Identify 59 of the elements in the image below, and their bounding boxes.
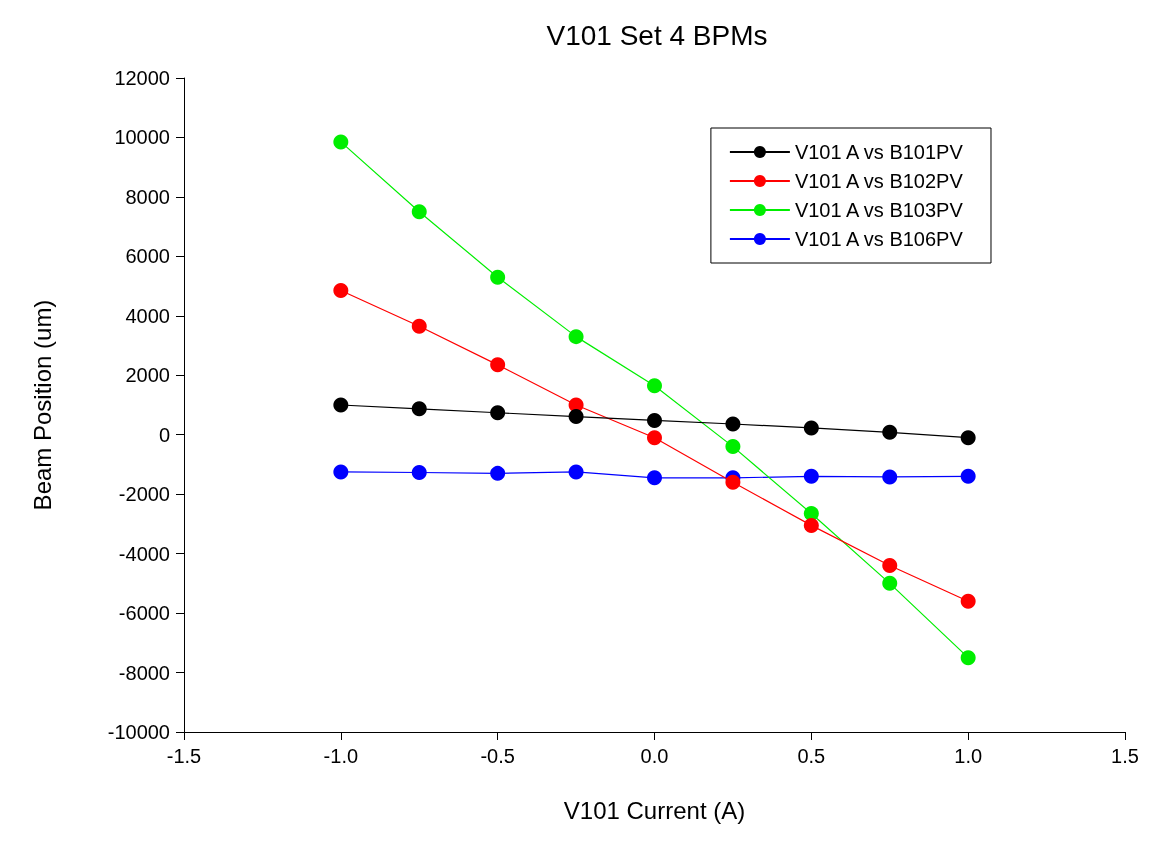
x-tick-label: -1.0: [323, 745, 359, 767]
x-tick-label: -0.5: [480, 745, 515, 767]
point: [411, 401, 427, 417]
x-axis-title: V101 Current (A): [563, 796, 746, 824]
x-tick-label: 0.5: [797, 745, 826, 767]
y-tick-label: -4000: [118, 542, 170, 565]
y-tick-label: -8000: [118, 661, 170, 684]
y-tick-label: -6000: [118, 602, 170, 625]
point: [647, 430, 662, 446]
y-axis-title: Beam Position (um): [28, 299, 56, 511]
point: [411, 204, 427, 220]
legend-label: V101 A vs B103PV: [794, 199, 964, 221]
point: [333, 283, 349, 299]
point: [725, 439, 741, 455]
point: [647, 470, 662, 486]
y-tick-label: 2000: [125, 364, 170, 387]
point: [490, 357, 506, 373]
point: [490, 269, 506, 285]
x-tick-label: 1.0: [954, 745, 983, 767]
point: [725, 474, 741, 490]
y-tick-label: 6000: [125, 245, 170, 268]
point: [647, 378, 662, 394]
y-tick-label: 12000: [114, 67, 170, 89]
point: [882, 469, 898, 485]
x-tick-label: -1.5: [166, 745, 202, 767]
point: [960, 468, 976, 484]
y-tick-label: 0: [158, 423, 170, 446]
point: [333, 134, 349, 150]
legend-label: V101 A vs B102PV: [794, 170, 964, 192]
x-tick-label: 1.5: [1111, 745, 1139, 767]
point: [803, 517, 819, 533]
y-tick-label: 4000: [125, 304, 170, 327]
point: [333, 397, 349, 413]
point: [647, 412, 662, 428]
legend-label: V101 A vs B101PV: [794, 141, 964, 163]
y-tick-label: -2000: [118, 483, 170, 506]
x-tick-label: 0.0: [640, 745, 669, 767]
legend-label: V101 A vs B106PV: [794, 228, 964, 250]
chart-title: V101 Set 4 BPMs: [546, 19, 768, 51]
point: [411, 318, 427, 334]
point: [490, 465, 506, 481]
point: [803, 468, 819, 484]
y-tick-label: -10000: [107, 721, 170, 743]
point: [568, 329, 584, 345]
y-tick-label: 10000: [114, 126, 170, 149]
point: [882, 424, 898, 440]
point: [725, 416, 741, 432]
point: [568, 464, 584, 480]
point: [568, 409, 584, 425]
y-tick-label: 8000: [125, 185, 170, 208]
point: [960, 650, 976, 666]
point: [411, 464, 427, 480]
point: [960, 430, 976, 446]
point: [803, 420, 819, 436]
point: [882, 575, 898, 591]
point: [490, 405, 506, 421]
point: [882, 558, 898, 574]
point: [960, 593, 976, 609]
point: [333, 464, 349, 480]
